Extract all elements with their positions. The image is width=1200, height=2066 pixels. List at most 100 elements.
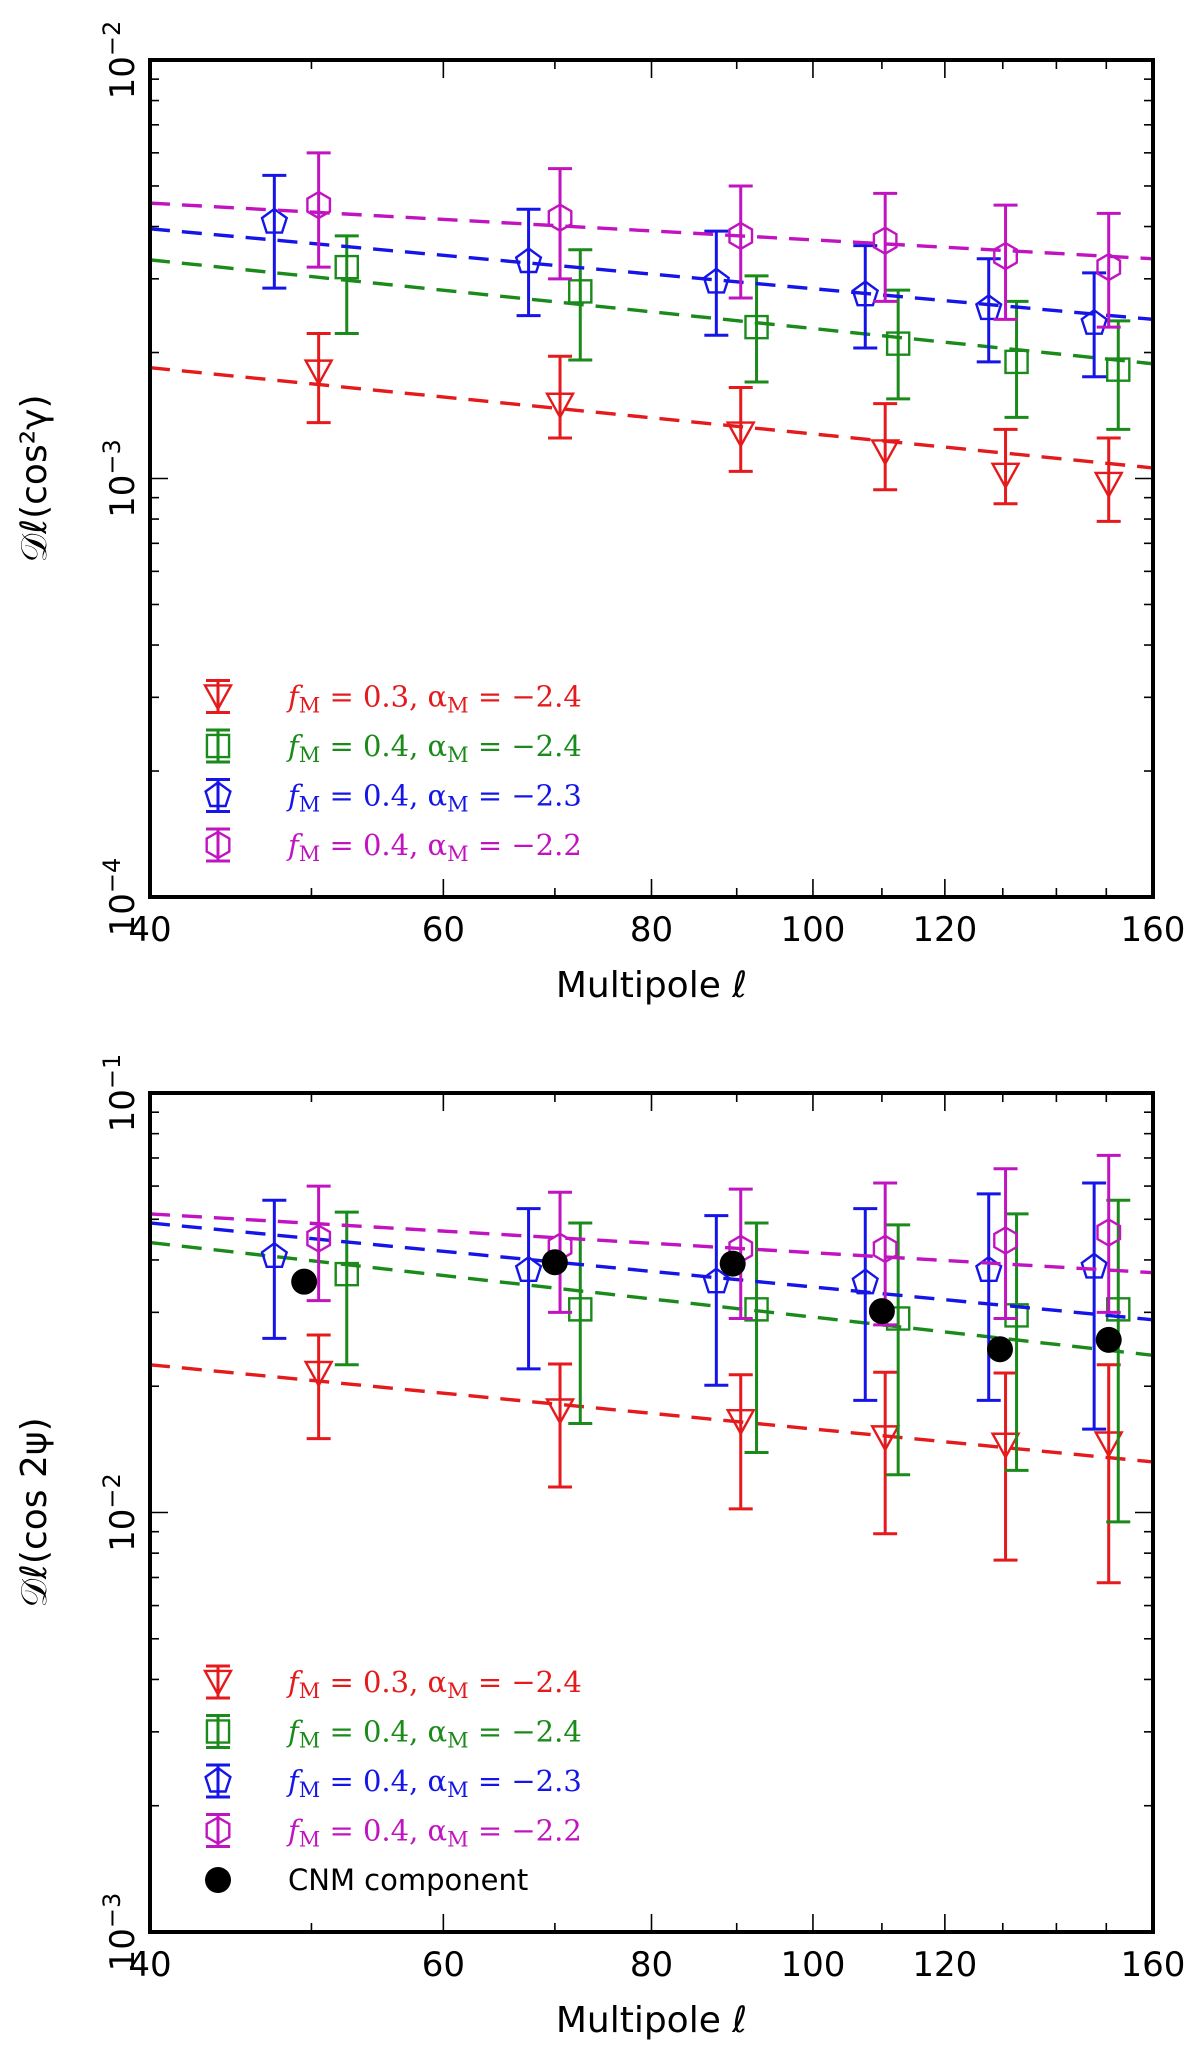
plot-frame xyxy=(148,1091,1155,1934)
data-point xyxy=(1095,1326,1122,1353)
x-tick-label: 120 xyxy=(912,910,977,950)
y-tick-label: 10−2 xyxy=(98,1473,143,1552)
legend-label: fM = 0.4, αM = −2.2 xyxy=(286,1814,582,1852)
data-point xyxy=(547,203,573,233)
chart-panel-1: 40 60 80 100 120 160 10−4 10−3 10−2 Multipole ℓ 𝒟ℓ… xyxy=(14,21,1185,1006)
data-point xyxy=(702,267,731,294)
legend-marker xyxy=(205,1719,231,1744)
y-tick-label: 10−1 xyxy=(98,1054,143,1133)
x-tick-label: 100 xyxy=(780,910,845,950)
data-point xyxy=(568,279,593,304)
data-point xyxy=(291,1268,318,1295)
legend-marker xyxy=(205,733,231,759)
data-point xyxy=(885,331,911,356)
data-point xyxy=(993,1226,1018,1255)
chart-panel-2: 40 60 80 100 120 160 10−3 10−2 10−1 Multipole ℓ 𝒟ℓ… xyxy=(14,1054,1185,2041)
data-point xyxy=(306,190,332,220)
data-point xyxy=(1080,1252,1108,1279)
series-5 xyxy=(291,1249,1122,1363)
data-point xyxy=(303,359,334,387)
y-tick-label: 10−3 xyxy=(98,1893,143,1972)
legend-marker xyxy=(205,1816,231,1845)
fit-line xyxy=(150,1363,1153,1464)
data-point xyxy=(334,1261,359,1287)
legend-marker xyxy=(204,781,232,808)
legend-label: fM = 0.4, αM = −2.2 xyxy=(286,828,582,866)
series-3 xyxy=(150,1181,1153,1431)
legend-label: fM = 0.4, αM = −2.3 xyxy=(286,779,582,817)
plot-area xyxy=(150,151,1153,523)
fit-line xyxy=(150,201,1153,261)
data-point xyxy=(872,1234,898,1264)
x-tick-label: 40 xyxy=(128,910,171,950)
data-point xyxy=(870,1425,901,1453)
y-axis-label: 𝒟ℓ(cos 2ψ) xyxy=(14,1417,55,1607)
data-point xyxy=(514,1255,543,1282)
legend-label: fM = 0.3, αM = −2.4 xyxy=(286,1665,582,1703)
x-tick-label: 60 xyxy=(422,910,465,950)
x-tick-label: 60 xyxy=(422,1945,465,1985)
series-1 xyxy=(150,332,1153,523)
data-point xyxy=(872,226,898,256)
series-2 xyxy=(150,234,1153,431)
data-point xyxy=(1106,357,1131,382)
data-point xyxy=(1093,1431,1124,1459)
data-point xyxy=(744,314,769,340)
x-axis-label: Multipole ℓ xyxy=(556,965,747,1006)
data-point xyxy=(851,1268,880,1295)
legend: fM = 0.3, αM = −2.4 fM = 0.4, αM = −2.4 fM… xyxy=(202,1664,582,1897)
x-axis-label: Multipole ℓ xyxy=(556,2000,747,2041)
data-point xyxy=(986,1336,1013,1363)
data-point xyxy=(260,1241,289,1268)
fit-line xyxy=(150,365,1153,470)
data-point xyxy=(541,1249,568,1276)
x-tick-label: 80 xyxy=(630,910,673,950)
fit-line xyxy=(150,227,1153,322)
plot-frame xyxy=(148,58,1155,899)
data-point xyxy=(870,439,901,467)
data-point xyxy=(702,1267,731,1294)
data-point xyxy=(306,1224,332,1253)
x-tick-label: 160 xyxy=(1121,910,1186,950)
data-point xyxy=(303,1360,334,1388)
series-4 xyxy=(150,151,1153,329)
data-point xyxy=(993,241,1018,271)
legend-marker xyxy=(205,1867,231,1893)
data-point xyxy=(868,1298,895,1325)
x-tick-label: 160 xyxy=(1121,1945,1186,1985)
data-point xyxy=(514,247,543,274)
x-tick-label: 100 xyxy=(780,1945,845,1985)
data-point xyxy=(990,462,1021,490)
data-point xyxy=(260,207,289,234)
data-point xyxy=(990,1432,1021,1460)
data-point xyxy=(851,280,880,307)
data-point xyxy=(1096,252,1122,282)
data-point xyxy=(725,1409,756,1437)
x-tick-label: 120 xyxy=(912,1945,977,1985)
legend-label: CNM component xyxy=(288,1863,528,1897)
fit-line xyxy=(150,258,1153,366)
y-tick-label: 10−2 xyxy=(98,21,143,100)
legend-marker xyxy=(205,830,231,860)
x-tick-label: 40 xyxy=(128,1945,171,1985)
data-point xyxy=(544,392,576,420)
legend-marker xyxy=(202,1669,234,1697)
data-point xyxy=(1004,349,1029,375)
data-point xyxy=(744,1297,769,1322)
series-1 xyxy=(150,1333,1153,1585)
x-tick-label: 80 xyxy=(630,1945,673,1985)
data-point xyxy=(974,293,1003,321)
legend-label: fM = 0.4, αM = −2.4 xyxy=(286,729,582,767)
legend-marker xyxy=(204,1766,232,1793)
data-point xyxy=(728,221,754,251)
legend-label: fM = 0.4, αM = −2.3 xyxy=(286,1764,582,1802)
legend-marker xyxy=(202,684,234,712)
y-axis-label: 𝒟ℓ(cos²γ) xyxy=(14,395,55,563)
data-point xyxy=(1096,1218,1122,1247)
legend-label: fM = 0.4, αM = −2.4 xyxy=(286,1715,582,1753)
legend: fM = 0.3, αM = −2.4 fM = 0.4, αM = −2.4 fM… xyxy=(202,679,582,866)
plot-area xyxy=(150,1153,1153,1585)
y-tick-label: 10−4 xyxy=(98,858,143,937)
legend-label: fM = 0.3, αM = −2.4 xyxy=(286,680,582,718)
